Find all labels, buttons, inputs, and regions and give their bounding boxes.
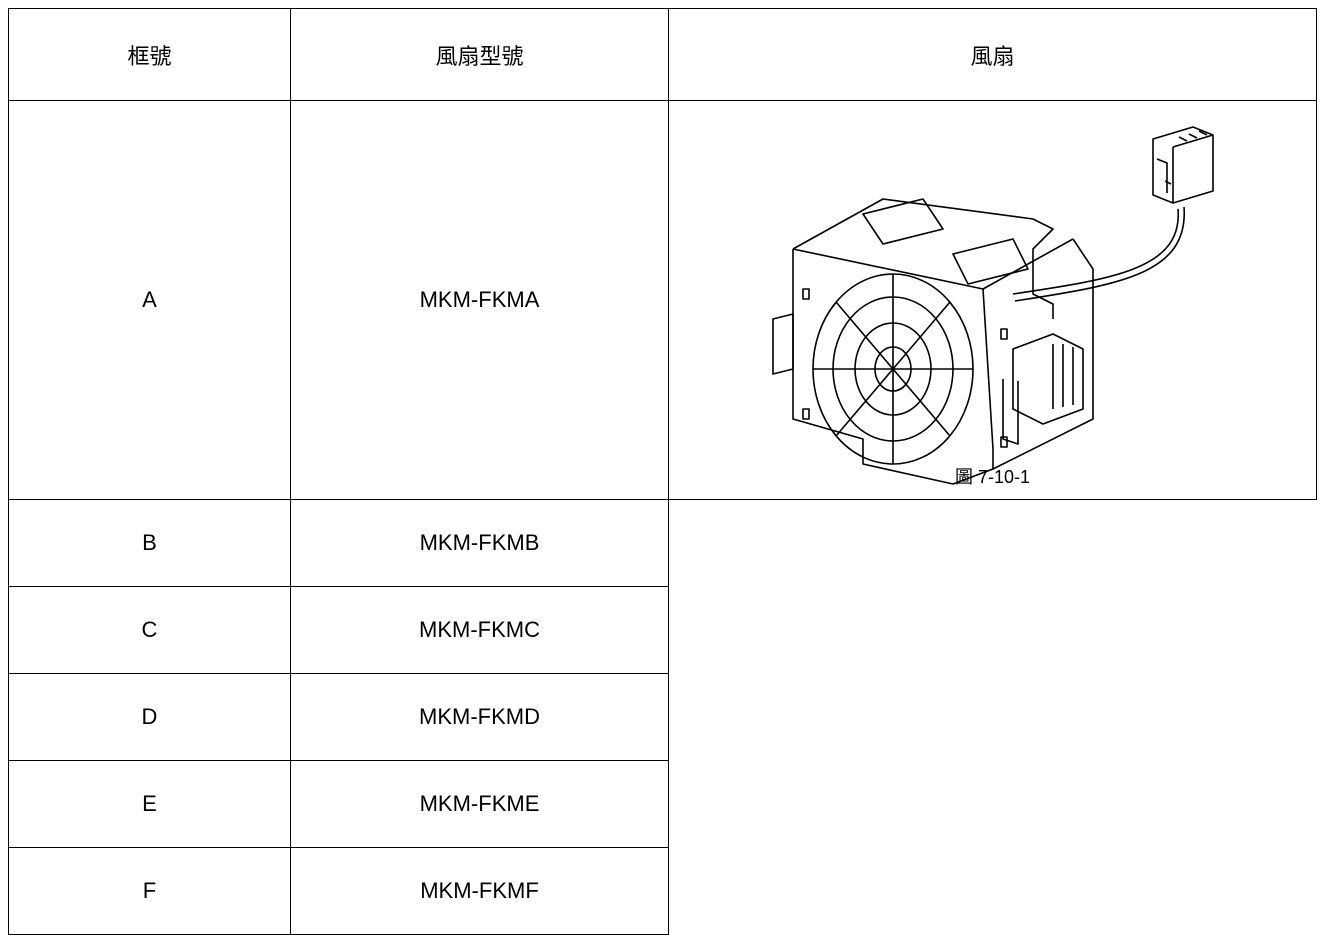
row: F MKM-FKMF: [8, 847, 1317, 935]
fan-illustration: [771, 126, 1214, 485]
model-cell: MKM-FKMB: [290, 499, 669, 587]
page: {"table": { "headers": ["框號", "風扇型號", "風…: [8, 8, 1317, 935]
fan-table: 框號 風扇型號 風扇 A MKM-FKMA: [8, 8, 1317, 935]
header-row: 框號 風扇型號 風扇: [8, 8, 1317, 101]
frame-cell: E: [8, 760, 291, 848]
row: E MKM-FKME: [8, 760, 1317, 848]
figure-caption: 圖 7-10-1: [954, 467, 1031, 487]
row: D MKM-FKMD: [8, 673, 1317, 761]
body: 框號 風扇型號 風扇 A MKM-FKMA: [8, 8, 1317, 935]
model-cell: MKM-FKMC: [290, 586, 669, 674]
model-cell: MKM-FKMA: [290, 100, 669, 500]
row: C MKM-FKMC: [8, 586, 1317, 674]
frame-cell: B: [8, 499, 291, 587]
frame-cell: F: [8, 847, 291, 935]
header-cell: 風扇: [668, 8, 1317, 101]
header-cell: 框號: [8, 8, 291, 101]
figure-cell: 圖 7-10-1: [668, 100, 1317, 500]
model-cell: MKM-FKME: [290, 760, 669, 848]
model-cell: MKM-FKMD: [290, 673, 669, 761]
frame-cell: A: [8, 100, 291, 500]
header-cell: 風扇型號: [290, 8, 669, 101]
frame-cell: D: [8, 673, 291, 761]
row: B MKM-FKMB: [8, 499, 1317, 587]
row: A MKM-FKMA: [8, 100, 1317, 500]
frame-cell: C: [8, 586, 291, 674]
model-cell: MKM-FKMF: [290, 847, 669, 935]
